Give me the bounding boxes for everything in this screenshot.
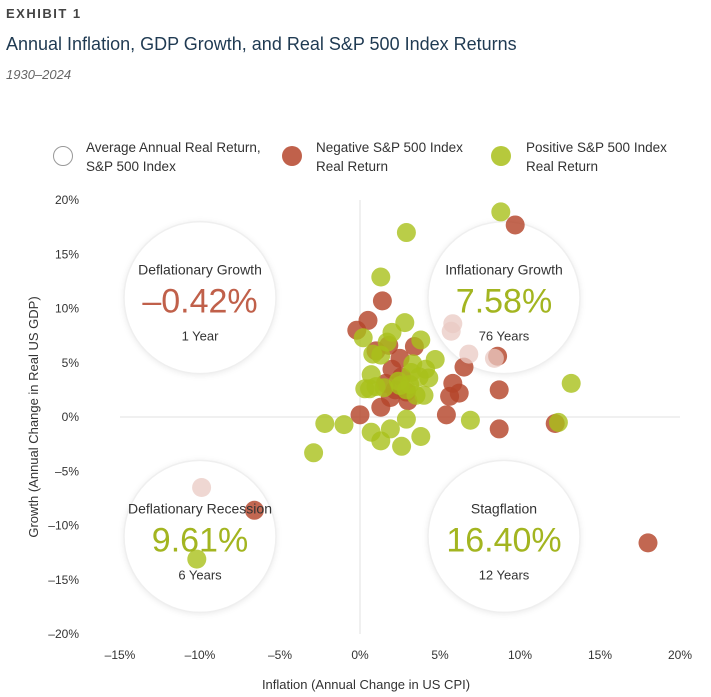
legend-negative-marker xyxy=(282,146,302,166)
quadrant-name-stagflation: Stagflation xyxy=(471,500,537,516)
x-axis-label: Inflation (Annual Change in US CPI) xyxy=(262,677,470,692)
quadrant-value-deflationary-growth: –0.42% xyxy=(142,283,257,321)
positive-return-point xyxy=(425,349,445,369)
positive-return-point xyxy=(411,427,431,447)
positive-return-point xyxy=(334,415,354,435)
x-tick-label: 10% xyxy=(508,648,532,662)
negative-return-point xyxy=(371,397,391,417)
exhibit-label: EXHIBIT 1 xyxy=(6,6,82,21)
quadrant-circle-deflationary-growth xyxy=(123,220,277,375)
legend-average-marker xyxy=(53,146,73,166)
quadrant-name-inflationary-growth: Inflationary Growth xyxy=(445,262,563,278)
y-tick-label: –5% xyxy=(55,464,79,478)
negative-return-point xyxy=(436,405,456,425)
x-tick-label: –10% xyxy=(185,648,216,662)
faint-return-point xyxy=(192,478,212,498)
axes-layer: –15% –10% –5% 0% 5% 10% 15% 20% 20% 15% 10% 5% 0% –5%… xyxy=(26,193,692,692)
x-tick-label: 5% xyxy=(431,648,449,662)
positive-return-point xyxy=(411,330,431,350)
quadrant-value-stagflation: 16.40% xyxy=(446,521,561,559)
positive-return-point xyxy=(396,409,416,429)
positive-return-point xyxy=(371,267,391,287)
legend-positive-marker xyxy=(491,146,511,166)
positive-return-point xyxy=(460,410,480,430)
x-tick-label: –15% xyxy=(105,648,136,662)
legend-average-line1: Average Annual Real Return, xyxy=(86,140,261,155)
negative-return-point xyxy=(350,405,370,425)
chart-title: Annual Inflation, GDP Growth, and Real S… xyxy=(6,34,517,54)
positive-return-point xyxy=(414,385,434,405)
legend-average-line2: S&P 500 Index xyxy=(86,159,176,174)
quadrant-circle-stagflation xyxy=(427,459,581,614)
faint-return-point xyxy=(441,321,461,341)
quadrant-text-layer: Deflationary Growth –0.42% 1 Year Inflation… xyxy=(128,262,563,583)
legend-negative: Negative S&P 500 Index Real Return xyxy=(316,138,463,176)
quadrant-layer xyxy=(123,220,581,614)
y-tick-label: 5% xyxy=(62,356,80,370)
legend-negative-line2: Real Return xyxy=(316,159,389,174)
positive-return-point xyxy=(396,223,416,243)
positive-return-point xyxy=(363,344,383,364)
negative-return-point xyxy=(372,291,392,311)
y-tick-label: –10% xyxy=(48,519,79,533)
quadrant-circle-deflationary-recession xyxy=(123,459,277,614)
negative-return-point xyxy=(440,386,460,406)
y-tick-label: 10% xyxy=(55,302,79,316)
legend-positive-line2: Real Return xyxy=(526,159,599,174)
x-tick-label: 15% xyxy=(588,648,612,662)
x-tick-label: 20% xyxy=(668,648,692,662)
positive-return-point xyxy=(392,436,412,456)
y-tick-label: 20% xyxy=(55,193,79,207)
positive-return-point xyxy=(187,549,207,569)
legend-negative-line1: Negative S&P 500 Index xyxy=(316,140,463,155)
positive-return-point xyxy=(491,202,511,222)
x-tick-label: –5% xyxy=(268,648,292,662)
quadrant-name-deflationary-growth: Deflationary Growth xyxy=(138,262,262,278)
positive-return-point xyxy=(315,414,335,434)
positive-return-point xyxy=(419,368,439,388)
quadrant-name-deflationary-recession: Deflationary Recession xyxy=(128,500,272,516)
negative-return-point xyxy=(638,533,658,553)
positive-return-point xyxy=(361,422,381,442)
negative-return-point xyxy=(505,215,525,235)
y-tick-label: 0% xyxy=(62,410,80,424)
quadrant-years-deflationary-recession: 6 Years xyxy=(178,567,222,582)
positive-return-point xyxy=(360,379,380,399)
chart-subtitle: 1930–2024 xyxy=(6,67,72,82)
positive-return-point xyxy=(561,373,581,393)
y-axis-label: Growth (Annual Change in Real US GDP) xyxy=(26,296,41,537)
legend-average: Average Annual Real Return, S&P 500 Inde… xyxy=(86,138,261,176)
negative-return-point xyxy=(489,380,509,400)
positive-return-point xyxy=(304,443,324,463)
y-tick-label: 15% xyxy=(55,247,79,261)
quadrant-years-stagflation: 12 Years xyxy=(479,567,530,582)
negative-return-point xyxy=(244,500,264,520)
faint-return-point xyxy=(484,348,504,368)
y-tick-label: –20% xyxy=(48,627,79,641)
quadrant-value-deflationary-recession: 9.61% xyxy=(152,521,248,559)
positive-return-point xyxy=(353,328,373,348)
legend-positive: Positive S&P 500 Index Real Return xyxy=(526,138,667,176)
points-layer xyxy=(187,202,658,569)
legend-positive-line1: Positive S&P 500 Index xyxy=(526,140,667,155)
negative-return-point xyxy=(489,419,509,439)
quadrant-years-inflationary-growth: 76 Years xyxy=(479,329,530,344)
y-tick-label: –15% xyxy=(48,573,79,587)
quadrant-years-deflationary-growth: 1 Year xyxy=(182,329,220,344)
quadrant-value-inflationary-growth: 7.58% xyxy=(456,283,552,321)
quadrant-circle-inflationary-growth xyxy=(427,220,581,375)
positive-return-point xyxy=(548,412,568,432)
positive-return-point xyxy=(395,313,415,333)
positive-return-point xyxy=(374,378,394,398)
x-tick-label: 0% xyxy=(351,648,369,662)
faint-return-point xyxy=(459,344,479,364)
